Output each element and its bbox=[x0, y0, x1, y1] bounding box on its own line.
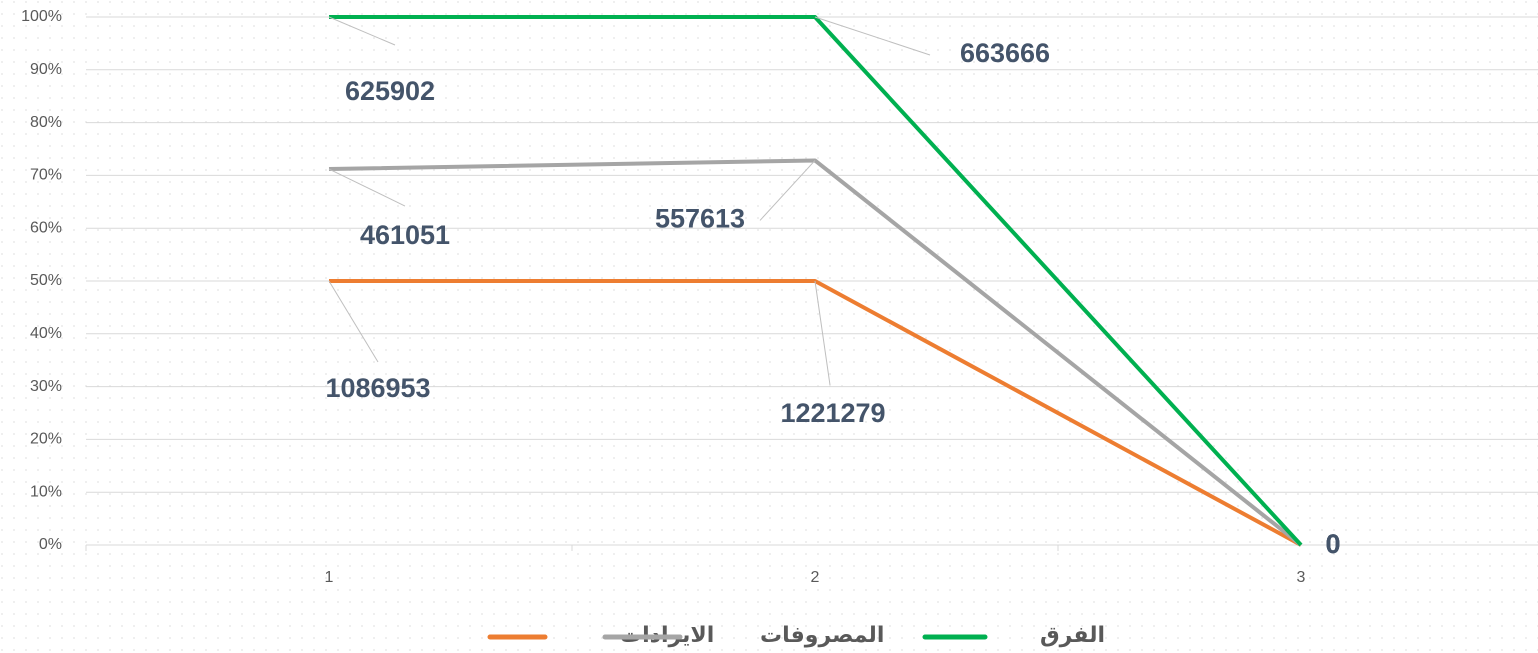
x-tick-label: 2 bbox=[811, 569, 820, 586]
y-tick-label: 40% bbox=[30, 325, 62, 342]
data-label: 1221279 bbox=[780, 398, 885, 428]
legend-label: المصروفات bbox=[760, 623, 884, 648]
leader-line bbox=[759, 160, 816, 221]
leader-line bbox=[328, 280, 379, 363]
x-tick-label: 3 bbox=[1297, 569, 1306, 586]
data-label: 0 bbox=[1325, 529, 1340, 559]
data-label: 1086953 bbox=[325, 373, 430, 403]
leader-line bbox=[814, 280, 831, 386]
y-tick-label: 20% bbox=[30, 431, 62, 448]
y-tick-label: 50% bbox=[30, 272, 62, 289]
data-label: 625902 bbox=[345, 76, 435, 106]
legend-label: الفرق bbox=[1040, 623, 1105, 648]
y-tick-label: 10% bbox=[30, 483, 62, 500]
data-label: 0 bbox=[1325, 529, 1340, 559]
data-label: 663666 bbox=[960, 38, 1050, 68]
data-label: 0 bbox=[1325, 529, 1340, 559]
x-tick-label: 1 bbox=[325, 569, 334, 586]
y-tick-label: 70% bbox=[30, 167, 62, 184]
y-tick-label: 30% bbox=[30, 378, 62, 395]
data-label: 461051 bbox=[360, 220, 450, 250]
y-tick-label: 100% bbox=[21, 8, 62, 25]
y-tick-label: 90% bbox=[30, 61, 62, 78]
leader-line bbox=[814, 16, 931, 56]
leader-line bbox=[328, 168, 406, 207]
data-label: 557613 bbox=[655, 204, 745, 234]
y-tick-label: 60% bbox=[30, 219, 62, 236]
leader-line bbox=[328, 16, 396, 46]
y-tick-label: 0% bbox=[39, 536, 62, 553]
y-tick-label: 80% bbox=[30, 114, 62, 131]
